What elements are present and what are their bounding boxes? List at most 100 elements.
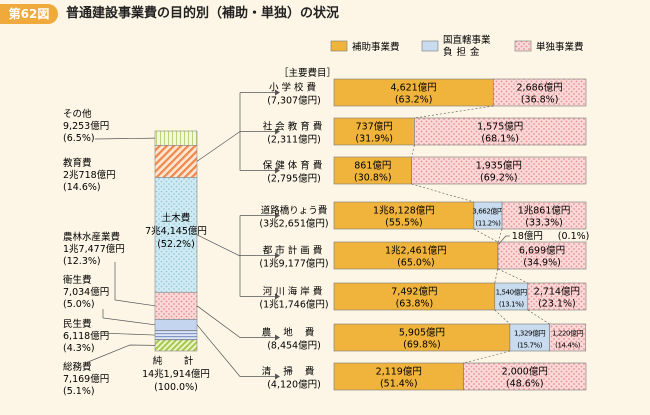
bar-河川海岸費-chokkatsu: [494, 282, 529, 311]
row-total-保健体育費: (2,795億円): [267, 173, 321, 185]
bar-pct-清掃費-hojo: (51.4%): [380, 379, 418, 390]
legend-swatch-chokkatsu: [421, 40, 439, 52]
segment-label-衛生費: 衛生費 7,034億円(5.0%): [63, 274, 109, 310]
dashed-connector: [494, 309, 511, 325]
callout-line-都市計画費: [498, 235, 510, 245]
bar-pct-都市計画費-tandoku: (34.9%): [523, 258, 561, 269]
bracket-kyoiku-arrow: [275, 128, 280, 135]
bar-pct-保健体育費-tandoku: (69.2%): [480, 173, 518, 184]
bar-amount-道路橋りょう費-hojo: 1兆8,128億円: [373, 205, 435, 217]
bar-清掃費-tandoku: [463, 362, 587, 391]
bar-amount-清掃費-hojo: 2,119億円: [376, 366, 422, 378]
breakdown-header: ［主要費目］: [279, 67, 336, 79]
bar-河川海岸費-hojo: [333, 282, 496, 311]
bar-pct-道路橋りょう費-tandoku: (33.3%): [525, 218, 563, 229]
bar-保健体育費-hojo: [333, 156, 412, 185]
bracket-eisei-line: [196, 324, 275, 377]
bracket-norin-arrow: [275, 334, 280, 341]
bar-amount-道路橋りょう費-tandoku: 1兆861億円: [518, 205, 571, 217]
row-total-農地費: (8,454億円): [267, 340, 321, 352]
bar-道路橋りょう費-chokkatsu: [473, 201, 503, 230]
total-label: 純 計: [153, 355, 200, 367]
legend-swatch-hojo: [330, 40, 348, 52]
bar-農地費-hojo: [333, 323, 511, 352]
segment-value-土木費: 7兆4,145億円: [145, 225, 207, 237]
bar-pct-河川海岸費-tandoku: (23.1%): [538, 299, 576, 310]
bracket-doboku-arrow: [275, 212, 280, 219]
bar-pct-河川海岸費-hojo: (63.8%): [396, 299, 434, 310]
bar-amount-河川海岸費-chokkatsu: 1,540億円: [496, 288, 528, 297]
bar-道路橋りょう費-hojo: [333, 201, 475, 230]
legend-swatch-tandoku: [514, 40, 532, 52]
bar-amount-保健体育費-tandoku: 1,935億円: [476, 160, 522, 172]
dashed-connector: [527, 309, 550, 325]
bar-amount-農地費-chokkatsu: 1,329億円: [514, 329, 546, 338]
dashed-connector: [494, 268, 499, 284]
pointer-総務費: [87, 344, 156, 363]
bracket-kyoiku-arrow: [275, 89, 280, 96]
bracket-kyoiku-arrow: [275, 167, 280, 174]
bar-amount-農地費-hojo: 5,905億円: [399, 327, 445, 339]
pointer-その他: [94, 137, 156, 140]
bar-pct-社会教育費-hojo: (31.9%): [355, 134, 393, 145]
row-label-河川海岸費: 河川海岸費: [263, 286, 326, 298]
segment-label-土木費: 土木費: [162, 212, 191, 224]
callout-pct-都市計画費: (0.1%): [558, 231, 590, 242]
bar-amount-清掃費-tandoku: 2,000億円: [502, 366, 548, 378]
bar-amount-都市計画費-hojo: 1兆2,461億円: [385, 245, 447, 257]
bar-amount-小学校費-hojo: 4,621億円: [391, 82, 437, 94]
dashed-connector: [411, 183, 474, 203]
bracket-doboku-diagonal: [196, 234, 241, 257]
row-label-農地費: 農地費: [262, 327, 327, 339]
bracket-kyoiku-diagonal: [196, 131, 241, 162]
bar-農地費-chokkatsu: [509, 323, 550, 352]
dashed-connector: [463, 350, 510, 364]
bar-清掃費-hojo: [333, 362, 464, 391]
bracket-eisei-arrow: [275, 373, 280, 380]
bar-amount-都市計画費-tandoku: 6,699億円: [519, 245, 565, 257]
bar-pct-農地費-hojo: (69.8%): [403, 340, 441, 351]
legend: 補助事業費 国直轄事業負担金 単独事業費: [330, 34, 584, 58]
bar-amount-道路橋りょう費-chokkatsu: 3,662億円: [472, 207, 504, 216]
segment-その他: [154, 130, 198, 146]
pointer-農林水産業費: [114, 262, 156, 307]
bar-pct-保健体育費-hojo: (30.8%): [354, 173, 392, 184]
pointer-衛生費: [102, 309, 156, 326]
row-label-都市計画費: 都市計画費: [263, 245, 326, 257]
row-total-道路橋りょう費: (3兆2,651億円): [259, 218, 328, 230]
bar-amount-社会教育費-tandoku: 1,575億円: [477, 121, 523, 133]
bar-pct-道路橋りょう費-hojo: (55.5%): [385, 218, 423, 229]
bar-amount-社会教育費-hojo: 737億円: [356, 121, 393, 133]
legend-label-chokkatsu: 国直轄事業負担金: [443, 34, 491, 58]
segment-総務費: [154, 339, 198, 352]
dashed-connector: [414, 105, 494, 119]
pointer-民生費: [99, 332, 156, 336]
figure-title: 普通建設事業費の目的別（補助・単独）の状況: [66, 6, 340, 21]
total-value: 14兆1,914億円: [142, 368, 210, 380]
segment-衛生費: [154, 319, 198, 331]
figure-number-badge: 第62図: [0, 4, 58, 24]
breakdown-chart: ［主要費目］ 小学校費(7,307億円) 4,621億円(63.2%) 2,686億円…: [259, 67, 589, 391]
row-total-都市計画費: (1兆9,177億円): [259, 258, 328, 270]
segment-pct-土木費: (52.2%): [157, 239, 195, 250]
dashed-connector: [497, 228, 503, 243]
bar-都市計画費-hojo: [333, 241, 499, 270]
bracket-doboku-arrow: [275, 252, 280, 259]
bar-河川海岸費-tandoku: [527, 282, 587, 311]
segment-label-農林水産業費: 農林水産業費 1兆7,477億円(12.3%): [63, 231, 125, 267]
bar-pct-小学校費-tandoku: (36.8%): [521, 95, 559, 106]
total-pct: (100.0%): [154, 382, 198, 393]
bar-農地費-tandoku: [549, 323, 587, 352]
row-label-清掃費: 清掃費: [262, 366, 327, 378]
callout-amount-都市計画費: 18億円: [512, 230, 543, 242]
segment-教育費: [154, 145, 198, 178]
bar-都市計画費-tandoku: [497, 241, 587, 270]
dashed-connector: [473, 228, 498, 243]
bar-社会教育費-hojo: [333, 117, 415, 146]
bar-pct-小学校費-hojo: (63.2%): [395, 95, 433, 106]
row-label-小学校費: 小学校費: [269, 82, 319, 94]
row-total-河川海岸費: (1兆1,746億円): [259, 299, 328, 311]
bracket-norin-line: [196, 305, 275, 338]
